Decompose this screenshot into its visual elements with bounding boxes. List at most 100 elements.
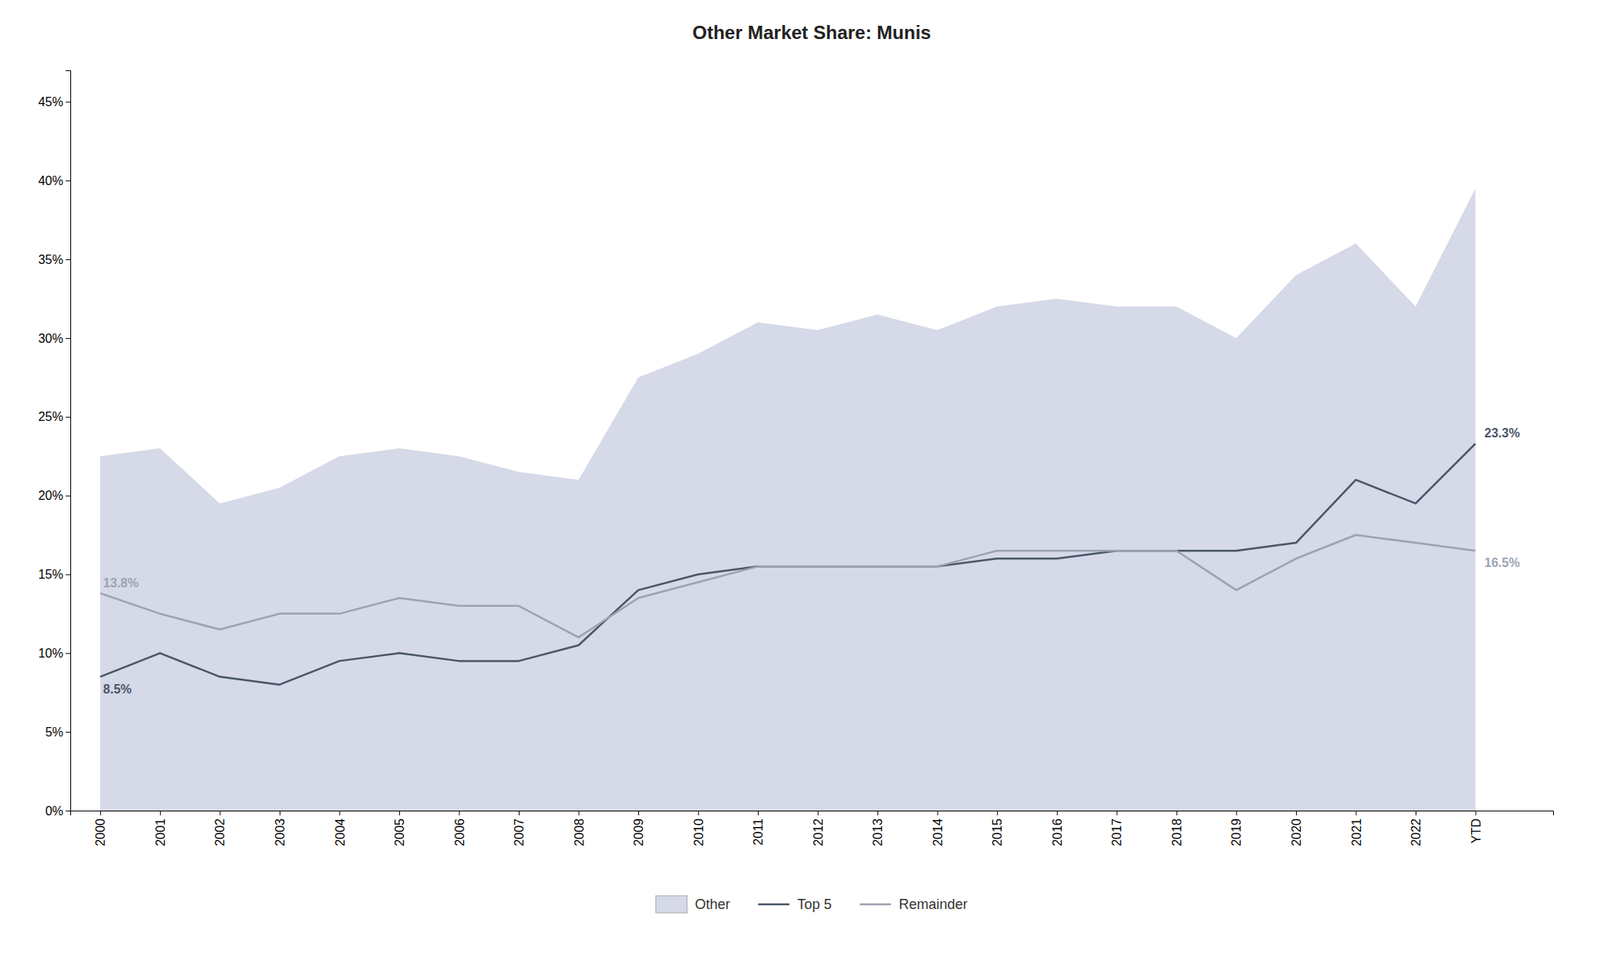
line-1	[100, 443, 1475, 686]
legend-swatch	[655, 896, 687, 914]
x-tick-label: 2002	[213, 818, 227, 847]
x-tick-mark	[1116, 810, 1118, 816]
x-tick: 2022	[1409, 810, 1423, 847]
area-0	[100, 188, 1475, 811]
y-tick-label: 40%	[38, 174, 64, 188]
x-tick-label: 2009	[632, 818, 646, 847]
annotation: 13.8%	[103, 576, 139, 590]
x-axis-line	[71, 811, 1554, 817]
x-tick-label: 2022	[1409, 818, 1423, 847]
annotation: 16.5%	[1484, 556, 1520, 570]
y-tick: 10%	[38, 646, 71, 661]
legend: OtherTop 5Remainder	[655, 896, 968, 914]
y-axis: 0% 5% 10% 15% 20% 25% 30% 35% 40% 45%	[38, 71, 72, 818]
x-tick: YTD	[1469, 810, 1483, 844]
y-tick: 0%	[45, 804, 71, 818]
x-tick-label: 2021	[1350, 818, 1364, 847]
y-tick-label: 30%	[38, 332, 64, 346]
y-tick: 15%	[38, 567, 71, 582]
x-tick: 2004	[332, 810, 347, 847]
x-tick: 2005	[392, 810, 407, 847]
x-tick-label: 2020	[1289, 818, 1304, 847]
y-tick-label: 15%	[38, 567, 64, 582]
y-tick-mark	[65, 417, 71, 418]
x-tick-label: 2008	[572, 818, 586, 847]
x-tick-mark	[996, 810, 998, 816]
x-tick: 2016	[1050, 810, 1065, 847]
x-tick-mark	[339, 810, 340, 816]
x-tick: 2021	[1350, 810, 1364, 847]
y-tick-label: 20%	[38, 489, 64, 503]
y-tick-label: 5%	[45, 725, 64, 740]
x-tick-label: 2015	[990, 818, 1004, 847]
y-tick-mark	[65, 810, 71, 812]
y-tick-label: 0%	[45, 804, 64, 818]
x-tick: 2010	[692, 810, 706, 847]
x-tick-mark	[1296, 810, 1297, 816]
x-tick-label: 2001	[153, 818, 168, 847]
x-tick-mark	[1235, 810, 1237, 816]
x-tick-mark	[757, 810, 759, 816]
x-tick-label: 2006	[453, 818, 467, 847]
y-tick-label: 10%	[38, 646, 64, 661]
y-tick-mark	[65, 496, 71, 497]
x-tick-label: 2016	[1050, 818, 1065, 847]
x-tick-mark	[279, 810, 281, 816]
x-tick-mark	[458, 810, 460, 816]
legend-item: Remainder	[860, 896, 968, 913]
x-tick: 2006	[453, 810, 467, 847]
y-tick: 25%	[38, 410, 71, 424]
line-2	[100, 535, 1475, 638]
x-tick-mark	[937, 810, 939, 816]
x-tick: 2017	[1110, 810, 1124, 847]
legend-swatch	[757, 903, 790, 907]
y-tick-mark	[65, 259, 71, 261]
y-tick-label: 35%	[38, 253, 64, 267]
x-tick: 2012	[811, 810, 825, 847]
x-tick: 2007	[512, 810, 526, 847]
legend-swatch	[860, 903, 892, 907]
x-tick: 2008	[572, 810, 586, 847]
y-tick: 40%	[38, 174, 71, 188]
x-tick: 2009	[632, 810, 646, 847]
y-axis-line	[65, 71, 72, 812]
y-tick-mark	[65, 101, 71, 103]
annotation: 8.5%	[103, 682, 132, 697]
y-tick-mark	[65, 732, 71, 733]
x-tick-label: 2014	[931, 818, 945, 847]
y-tick-mark	[65, 180, 71, 182]
legend-label: Remainder	[899, 896, 968, 913]
x-tick-mark	[518, 810, 520, 816]
y-tick-mark	[65, 338, 71, 340]
legend-item: Other	[655, 896, 730, 914]
y-tick-mark	[65, 653, 71, 654]
x-tick-label: 2019	[1229, 818, 1243, 847]
x-tick-label: 2017	[1110, 818, 1124, 847]
y-tick: 30%	[38, 332, 71, 346]
x-tick-mark	[817, 810, 819, 816]
x-tick-label: 2012	[811, 818, 825, 847]
x-tick-mark	[1415, 810, 1417, 816]
x-tick-label: YTD	[1469, 818, 1483, 844]
legend-label: Other	[694, 896, 730, 913]
x-tick-mark	[399, 810, 400, 816]
x-tick: 2000	[93, 810, 108, 847]
x-tick-mark	[1176, 810, 1178, 816]
x-tick-mark	[100, 810, 101, 816]
x-tick-mark	[698, 810, 700, 816]
x-tick-label: 2011	[751, 818, 765, 847]
x-tick: 2011	[751, 810, 765, 846]
x-tick-label: 2004	[332, 818, 347, 847]
x-tick-label: 2010	[692, 818, 706, 847]
y-tick: 5%	[45, 725, 71, 740]
y-tick-label: 25%	[38, 410, 64, 424]
y-tick: 45%	[38, 95, 71, 109]
x-tick-label: 2018	[1170, 818, 1184, 847]
annotations: 8.5%13.8%23.3%16.5%	[103, 426, 1520, 697]
chart-title: Other Market Share: Munis	[692, 21, 931, 43]
x-tick-label: 2007	[512, 818, 526, 847]
x-tick: 2002	[213, 810, 227, 847]
x-tick: 2018	[1170, 810, 1184, 847]
x-tick-mark	[638, 810, 640, 816]
x-tick: 2003	[273, 810, 287, 847]
